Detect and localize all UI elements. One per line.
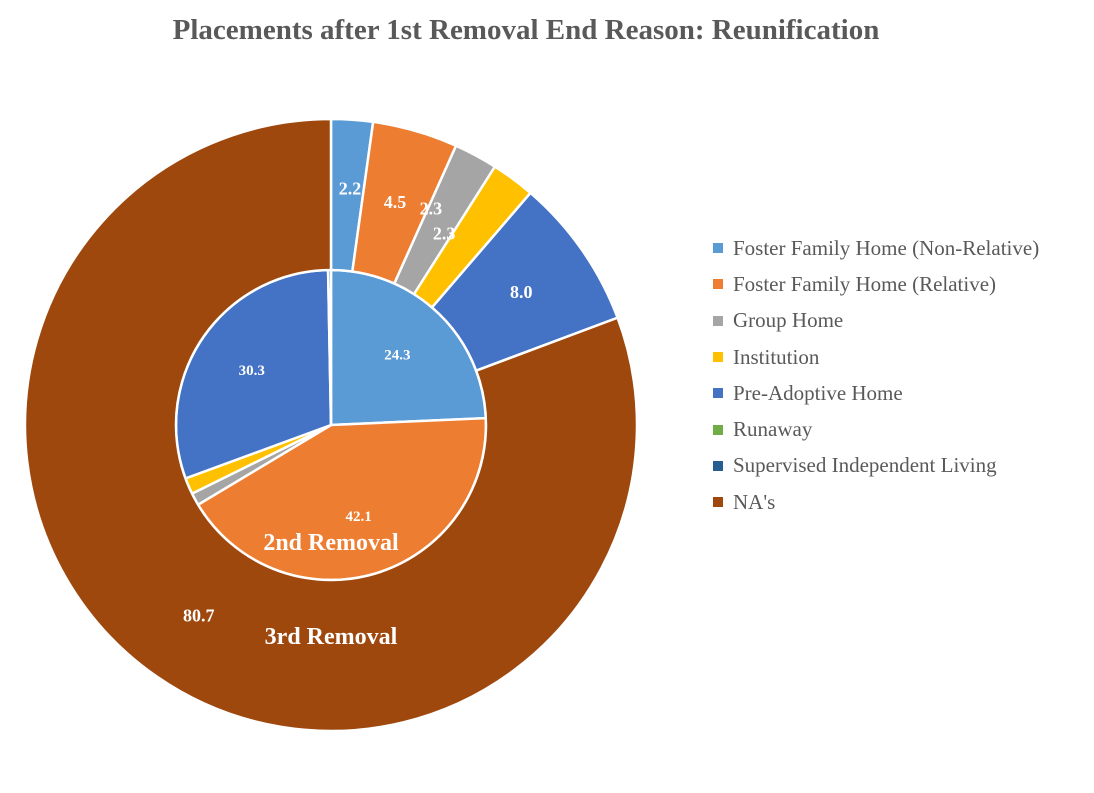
legend-swatch [713,497,723,508]
legend-item: Institution [713,339,1039,375]
series-name-label: 2nd Removal [263,530,399,556]
legend-swatch [713,315,723,326]
legend-item: Foster Family Home (Relative) [713,266,1039,302]
chart-title: Placements after 1st Removal End Reason:… [172,14,880,46]
data-label: 2.2 [339,179,362,199]
slice-3rd-removal-na-s [23,117,639,733]
legend-label: Foster Family Home (Relative) [733,271,997,296]
legend-swatch [713,460,723,471]
legend-item: Foster Family Home (Non-Relative) [713,230,1039,266]
legend-label: Institution [733,344,820,369]
data-label: 2.3 [433,224,456,244]
legend-swatch [713,424,723,435]
data-label: 2.3 [420,199,443,219]
legend-swatch [713,388,723,399]
legend-item: Pre-Adoptive Home [713,375,1039,411]
data-label: 4.5 [384,192,407,212]
data-label: 42.1 [346,509,372,525]
legend-swatch [713,279,723,290]
legend-label: NA's [733,489,776,514]
legend-label: Supervised Independent Living [733,453,997,478]
legend-item: NA's [713,484,1039,520]
data-label: 24.3 [384,348,410,364]
legend: Foster Family Home (Non-Relative) Foster … [713,230,1039,520]
series-name-label: 3rd Removal [265,624,398,650]
data-label: 8.0 [510,282,533,302]
data-label: 30.3 [239,363,265,379]
data-label: 80.7 [183,606,215,626]
legend-item: Supervised Independent Living [713,448,1039,484]
legend-item: Runaway [713,411,1039,447]
legend-swatch [713,243,723,254]
legend-swatch [713,352,723,363]
legend-label: Pre-Adoptive Home [733,380,903,405]
legend-label: Foster Family Home (Non-Relative) [733,235,1040,260]
legend-label: Runaway [733,417,813,442]
legend-label: Group Home [733,308,844,333]
legend-item: Group Home [713,303,1039,339]
